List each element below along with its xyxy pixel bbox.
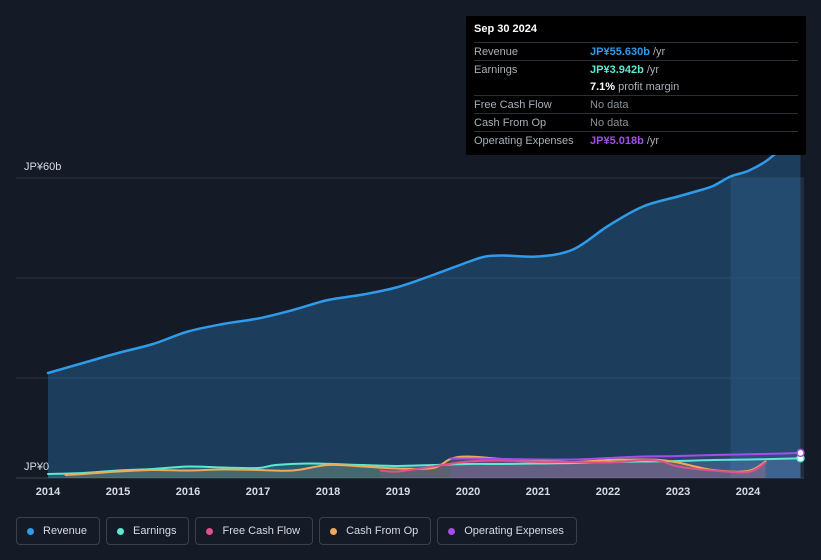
tooltip-value: JP¥5.018b (590, 134, 644, 147)
legend-label: Cash From Op (346, 525, 419, 537)
x-tick-label: 2014 (36, 486, 61, 498)
x-axis-ticks: 2014 2015 2016 2017 2018 2019 2020 2021 2022 2023… (36, 486, 761, 498)
tooltip-row-operating-expenses: Operating Expenses JP¥5.018b/yr (474, 131, 798, 149)
tooltip: Sep 30 2024 Revenue JP¥55.630b/yr Earnin… (466, 16, 806, 155)
revenue-line (46, 139, 802, 375)
tooltip-unit: /yr (652, 45, 666, 58)
x-tick-label: 2024 (736, 486, 761, 498)
tooltip-row-earnings: Earnings JP¥3.942b/yr (474, 60, 798, 78)
legend-item-operating-expenses[interactable]: Operating Expenses (437, 517, 577, 545)
legend-label: Free Cash Flow (222, 525, 301, 537)
x-tick-label: 2016 (176, 486, 200, 498)
tooltip-date: Sep 30 2024 (474, 23, 537, 35)
tooltip-row-profit-margin: 7.1% profit margin (474, 78, 798, 95)
highlight-band (730, 178, 804, 478)
operating-expenses-dot-icon (448, 527, 456, 535)
free-cash-flow-line (379, 458, 767, 474)
x-tick-label: 2018 (316, 486, 340, 498)
tooltip-label: Earnings (474, 63, 518, 76)
revenue-dot-icon (27, 527, 34, 535)
legend-label: Earnings (133, 525, 177, 537)
operating-expenses-end-marker (796, 448, 805, 458)
tooltip-unit: /yr (646, 63, 660, 76)
tooltip-value: JP¥3.942b (590, 63, 644, 76)
x-tick-label: 2020 (456, 486, 480, 498)
free-cash-flow-dot-icon (206, 527, 214, 535)
tooltip-value: JP¥55.630b (590, 45, 650, 58)
cash-from-op-line (64, 455, 767, 476)
tooltip-value: 7.1% (590, 80, 616, 93)
y-axis-bottom-label: JP¥0 (24, 461, 49, 473)
tooltip-unit: profit margin (618, 80, 680, 93)
x-tick-label: 2015 (106, 486, 130, 498)
series-areas (48, 140, 801, 478)
legend-item-free-cash-flow[interactable]: Free Cash Flow (195, 517, 314, 545)
legend-label: Operating Expenses (464, 525, 564, 537)
series-lines (46, 139, 802, 476)
gridlines (16, 177, 804, 479)
tooltip-row-revenue: Revenue JP¥55.630b/yr (474, 42, 798, 60)
x-tick-label: 2019 (386, 486, 410, 498)
tooltip-value: No data (590, 98, 629, 111)
tooltip-label: Revenue (474, 45, 519, 58)
legend-item-earnings[interactable]: Earnings (106, 517, 190, 545)
tooltip-unit: /yr (646, 134, 660, 147)
tooltip-label: Cash From Op (474, 116, 547, 129)
tooltip-label: Free Cash Flow (474, 98, 552, 111)
y-axis-top-label: JP¥60b (24, 161, 61, 173)
revenue-area (48, 140, 801, 478)
cash-from-op-dot-icon (330, 527, 338, 535)
legend: Revenue Earnings Free Cash Flow Cash Fro… (16, 517, 577, 545)
legend-item-revenue[interactable]: Revenue (16, 517, 101, 545)
earnings-dot-icon (117, 527, 125, 535)
x-tick-label: 2017 (246, 486, 270, 498)
tooltip-row-cash-from-op: Cash From Op No data (474, 113, 798, 131)
legend-label: Revenue (43, 525, 88, 537)
legend-item-cash-from-op[interactable]: Cash From Op (319, 517, 432, 545)
operating-expenses-line (449, 451, 802, 461)
tooltip-label: Operating Expenses (474, 134, 574, 147)
earnings-line (47, 457, 802, 475)
tooltip-value: No data (590, 116, 629, 129)
x-tick-label: 2022 (596, 486, 620, 498)
x-tick-label: 2021 (526, 486, 550, 498)
x-tick-label: 2023 (666, 486, 690, 498)
tooltip-row-free-cash-flow: Free Cash Flow No data (474, 95, 798, 113)
